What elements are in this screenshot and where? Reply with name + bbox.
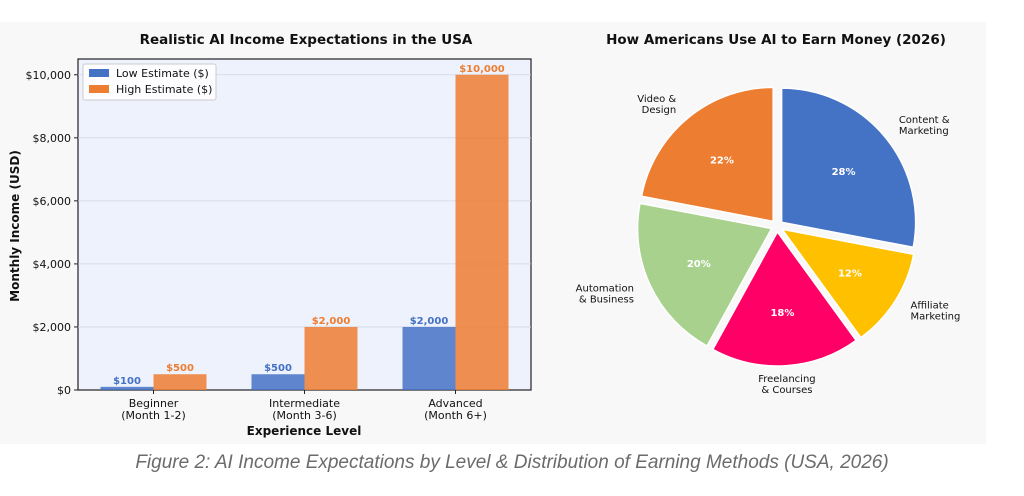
- pie-category-label: Video &: [637, 94, 676, 105]
- pie-category-label: Design: [642, 105, 677, 116]
- bar-high: [153, 374, 207, 390]
- bar-value-label: $100: [113, 376, 141, 387]
- x-tick-label: Beginner: [129, 397, 179, 410]
- bar-high: [304, 326, 358, 390]
- bar-legend: Low Estimate ($) High Estimate ($): [82, 63, 217, 101]
- bar-value-label: $500: [264, 363, 292, 374]
- pie-percent-labels: 28% 12% 18% 20% 22%: [687, 155, 862, 319]
- y-tick-label: $10,000: [26, 69, 72, 82]
- pie-percent-label: 22%: [710, 155, 734, 166]
- bar-low: [251, 374, 305, 390]
- pie-percent-label: 12%: [838, 268, 862, 279]
- pie-percent-label: 20%: [687, 259, 711, 270]
- legend-label-low: Low Estimate ($): [116, 67, 209, 80]
- bar-y-ticks: $0 $2,000 $4,000 $6,000 $8,000 $10,000: [26, 69, 78, 397]
- y-tick-label: $8,000: [33, 132, 72, 145]
- bar-y-axis-label: Monthly Income (USD): [8, 150, 22, 302]
- legend-label-high: High Estimate ($): [116, 83, 212, 96]
- y-tick-label: $0: [57, 384, 71, 397]
- y-tick-label: $2,000: [33, 321, 72, 334]
- pie-chart-title: How Americans Use AI to Earn Money (2026…: [606, 32, 946, 48]
- bar-low: [402, 326, 456, 390]
- bar-high: [455, 74, 509, 390]
- pie-category-label: Marketing: [899, 126, 949, 137]
- bar-value-label: $2,000: [312, 316, 351, 327]
- pie-category-label: & Courses: [761, 385, 812, 396]
- bar-value-label: $500: [166, 363, 194, 374]
- pie-percent-label: 28%: [832, 167, 856, 178]
- pie-slices: [636, 86, 917, 367]
- bar-x-ticks: Beginner(Month 1-2) Intermediate(Month 3-…: [121, 390, 487, 422]
- bar-value-label: $10,000: [459, 64, 505, 75]
- bar-bars: [100, 74, 509, 390]
- bar-low: [100, 386, 154, 390]
- pie-slice: [711, 230, 858, 367]
- x-tick-label: (Month 6+): [424, 409, 487, 422]
- y-tick-label: $6,000: [33, 195, 72, 208]
- y-tick-label: $4,000: [33, 258, 72, 271]
- pie-percent-label: 18%: [770, 308, 794, 319]
- pie-category-label: Freelancing: [758, 374, 815, 385]
- x-tick-label: (Month 3-6): [272, 409, 337, 422]
- pie-slice: [780, 87, 917, 249]
- pie-category-label: Marketing: [911, 312, 961, 323]
- bar-value-label: $2,000: [410, 316, 449, 327]
- pie-category-label: Automation: [576, 283, 634, 294]
- bar-value-labels: $100 $500 $500 $2,000 $2,000 $10,000: [113, 64, 505, 387]
- figure-caption: Figure 2: AI Income Expectations by Leve…: [135, 452, 889, 473]
- legend-swatch-low: [89, 69, 109, 77]
- legend-swatch-high: [89, 85, 109, 93]
- bar-x-axis-label: Experience Level: [247, 424, 362, 438]
- pie-category-labels: Content &MarketingAffiliateMarketingFree…: [576, 94, 961, 396]
- pie-category-label: Affiliate: [911, 301, 949, 312]
- legend-frame: [82, 63, 217, 101]
- pie-chart: How Americans Use AI to Earn Money (2026…: [576, 32, 961, 396]
- x-tick-label: Advanced: [428, 397, 482, 410]
- bar-chart-title: Realistic AI Income Expectations in the …: [140, 32, 473, 48]
- pie-slice: [636, 202, 773, 347]
- bar-chart: Realistic AI Income Expectations in the …: [8, 32, 532, 438]
- x-tick-label: (Month 1-2): [121, 409, 186, 422]
- pie-slice: [640, 86, 774, 223]
- pie-category-label: Content &: [899, 115, 950, 126]
- x-tick-label: Intermediate: [269, 397, 340, 410]
- pie-category-label: & Business: [579, 294, 634, 305]
- pie-slice: [780, 228, 915, 339]
